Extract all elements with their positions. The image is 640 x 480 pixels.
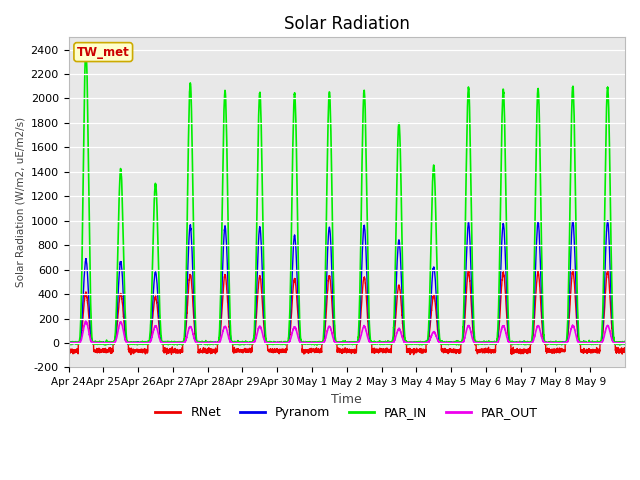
- RNet: [500, 270, 508, 276]
- Line: PAR_OUT: PAR_OUT: [68, 321, 625, 344]
- Pyranom: [604, 218, 611, 224]
- PAR_IN: [180, 336, 188, 342]
- Pyranom: [102, 341, 110, 347]
- Legend: RNet, Pyranom, PAR_IN, PAR_OUT: RNet, Pyranom, PAR_IN, PAR_OUT: [150, 401, 543, 424]
- RNet: [621, 345, 629, 351]
- Line: RNet: RNet: [68, 270, 625, 355]
- PAR_OUT: [180, 339, 188, 345]
- Line: Pyranom: Pyranom: [68, 221, 625, 344]
- PAR_OUT: [621, 340, 629, 346]
- Y-axis label: Solar Radiation (W/m2, uE/m2/s): Solar Radiation (W/m2, uE/m2/s): [15, 117, 25, 288]
- PAR_OUT: [527, 340, 535, 346]
- X-axis label: Time: Time: [332, 393, 362, 406]
- PAR_IN: [397, 204, 405, 210]
- PAR_IN: [82, 45, 90, 51]
- Pyranom: [397, 273, 405, 278]
- Pyranom: [500, 222, 508, 228]
- PAR_IN: [621, 338, 629, 344]
- RNet: [527, 340, 534, 346]
- RNet: [180, 338, 188, 344]
- PAR_IN: [500, 90, 508, 96]
- RNet: [569, 267, 577, 273]
- Title: Solar Radiation: Solar Radiation: [284, 15, 410, 33]
- PAR_IN: [527, 340, 535, 346]
- RNet: [367, 341, 375, 347]
- PAR_IN: [368, 341, 376, 347]
- PAR_OUT: [541, 340, 549, 346]
- Pyranom: [541, 340, 549, 346]
- PAR_OUT: [65, 340, 72, 346]
- Pyranom: [65, 340, 72, 346]
- PAR_IN: [541, 340, 549, 346]
- PAR_IN: [65, 340, 72, 346]
- RNet: [65, 348, 72, 354]
- Pyranom: [527, 340, 534, 346]
- RNet: [397, 301, 405, 307]
- PAR_IN: [101, 342, 109, 348]
- Pyranom: [180, 338, 188, 344]
- RNet: [410, 352, 417, 358]
- Pyranom: [367, 340, 375, 346]
- Text: TW_met: TW_met: [77, 46, 130, 59]
- RNet: [541, 340, 549, 346]
- PAR_OUT: [500, 324, 508, 329]
- PAR_OUT: [82, 318, 90, 324]
- PAR_OUT: [397, 332, 405, 337]
- PAR_OUT: [368, 340, 376, 346]
- Pyranom: [621, 340, 629, 346]
- Line: PAR_IN: PAR_IN: [68, 48, 625, 345]
- PAR_OUT: [69, 341, 77, 347]
